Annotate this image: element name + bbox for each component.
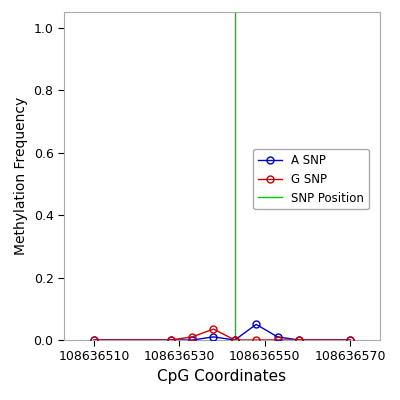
X-axis label: CpG Coordinates: CpG Coordinates [158,369,286,384]
Y-axis label: Methylation Frequency: Methylation Frequency [14,97,28,255]
Legend: A SNP, G SNP, SNP Position: A SNP, G SNP, SNP Position [253,149,368,209]
